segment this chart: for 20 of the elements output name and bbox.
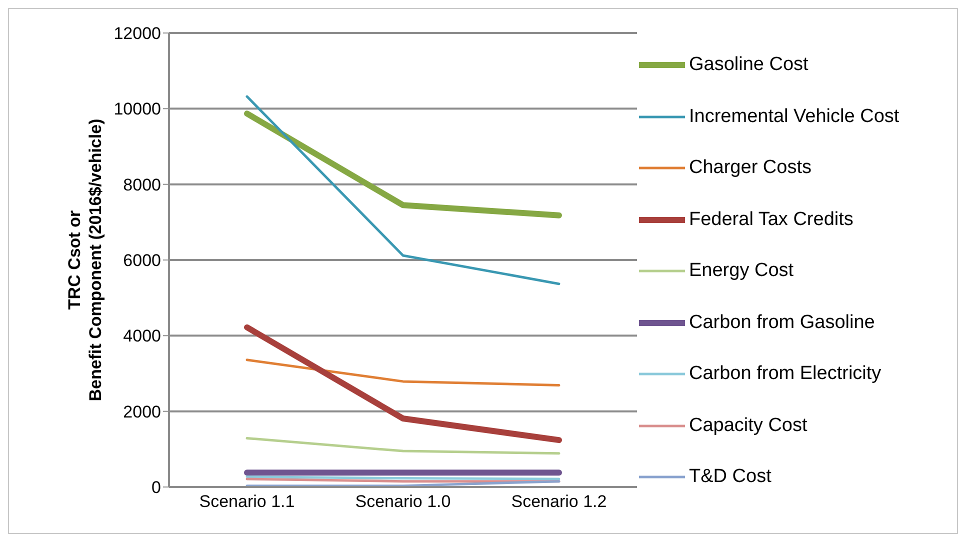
y-tick-label: 8000	[123, 175, 161, 194]
x-tick-label: Scenario 1.2	[511, 492, 607, 512]
legend-label: Charger Costs	[689, 157, 812, 179]
y-tick-label: 12000	[114, 24, 161, 44]
y-tick-label: 4000	[123, 326, 161, 346]
legend-label: Energy Cost	[689, 260, 794, 282]
y-tick-label: 10000	[114, 100, 161, 119]
y-tick-label: 0	[152, 478, 161, 498]
y-tick-label: 2000	[123, 402, 161, 422]
legend-label: Gasoline Cost	[689, 54, 808, 76]
legend-label: Incremental Vehicle Cost	[689, 106, 900, 128]
legend-label: Capacity Cost	[689, 414, 808, 436]
legend-label: Carbon from Electricity	[689, 363, 882, 385]
x-tick-label: Scenario 1.1	[199, 492, 295, 512]
legend-label: Carbon from Gasoline	[689, 312, 875, 334]
y-axis-title: TRC Csot or Benefit Component (2016$/vehicle)	[65, 118, 105, 402]
legend-label: T&D Cost	[689, 466, 772, 488]
legend-label: Federal Tax Credits	[689, 208, 854, 230]
x-tick-label: Scenario 1.0	[355, 492, 451, 512]
y-tick-label: 6000	[123, 251, 161, 270]
